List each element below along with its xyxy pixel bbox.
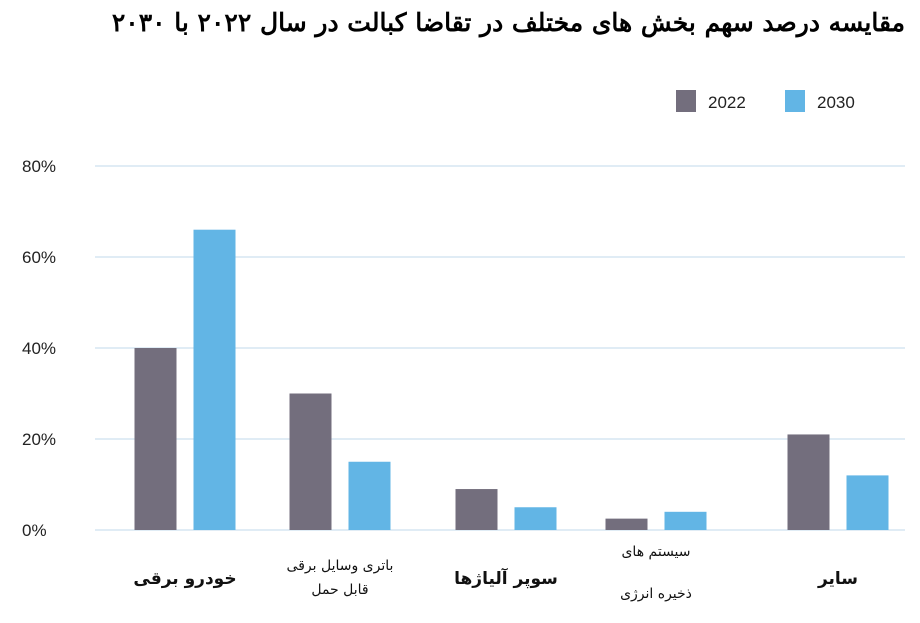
x-category-label: باتری وسایل برقی bbox=[287, 558, 394, 574]
bar-2022-2 bbox=[455, 489, 498, 530]
x-category-label: سایر bbox=[817, 569, 858, 589]
legend-label: 2030 bbox=[817, 93, 855, 112]
chart-title: مقایسه درصد سهم بخش های مختلف در تقاضا ک… bbox=[111, 8, 905, 37]
x-category-label: ذخیره انرژی bbox=[620, 586, 692, 602]
legend-label: 2022 bbox=[708, 93, 746, 112]
bar-2030-2 bbox=[514, 507, 557, 530]
y-tick-label: 20% bbox=[22, 430, 56, 449]
y-tick-label: 60% bbox=[22, 248, 56, 267]
y-tick-label: 40% bbox=[22, 339, 56, 358]
legend-swatch-2022 bbox=[676, 90, 696, 112]
bar-2022-4 bbox=[787, 434, 830, 530]
x-category-label: سیستم های bbox=[621, 544, 690, 560]
bar-2022-1 bbox=[289, 393, 332, 530]
x-category-label: سوپر آلیاژها bbox=[454, 567, 558, 589]
y-tick-label: 80% bbox=[22, 157, 56, 176]
x-category-label: قابل حمل bbox=[311, 582, 368, 598]
legend-swatch-2030 bbox=[785, 90, 805, 112]
bar-2030-0 bbox=[193, 229, 236, 530]
bar-2030-1 bbox=[348, 461, 391, 530]
bar-2030-4 bbox=[846, 475, 889, 530]
x-category-label: خودرو برقی bbox=[133, 569, 236, 589]
bar-2030-3 bbox=[664, 511, 707, 530]
bar-2022-3 bbox=[605, 518, 648, 530]
y-tick-label: 0% bbox=[22, 521, 47, 540]
bar-2022-0 bbox=[134, 348, 177, 530]
